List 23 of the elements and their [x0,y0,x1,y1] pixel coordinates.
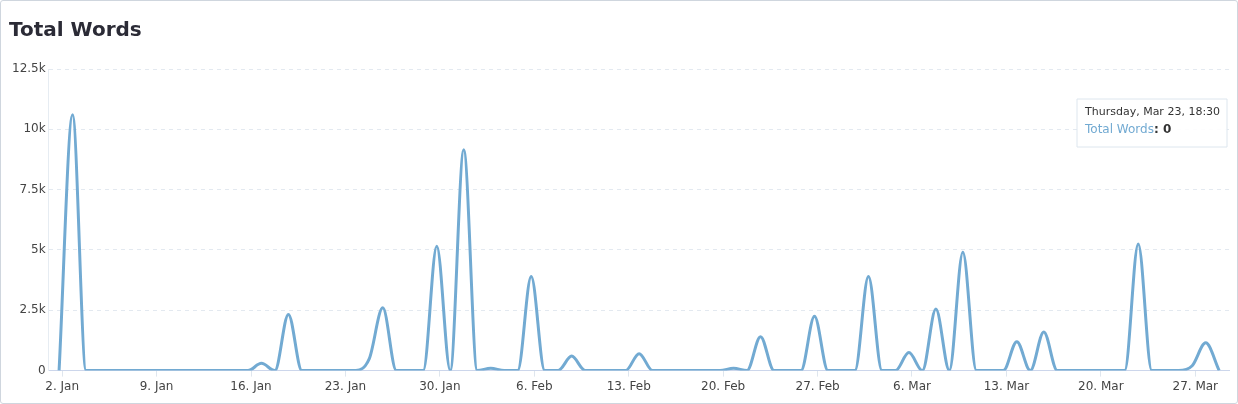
x-tick-label: 9. Jan [139,378,174,393]
y-tick-label: 5k [31,242,46,257]
x-tick-label: 16. Jan [230,378,272,393]
y-tick-label: 0 [38,362,46,377]
x-tick-label: 27. Feb [795,378,840,393]
x-tick-label: 20. Feb [701,378,746,393]
chart-title: Total Words [9,17,142,42]
x-tick-label: 20. Mar [1078,378,1124,393]
y-tick-label: 2.5k [19,302,46,317]
text: Total Words [1084,122,1154,137]
x-tick-label: 13. Mar [983,378,1030,393]
y-tick-label: 7.5k [19,181,46,196]
y-tick-label: 10k [23,121,46,136]
x-tick-label: 6. Mar [893,378,932,393]
text: : 0 [1153,122,1172,137]
x-tick-label: 30. Jan [419,378,461,393]
x-tick-label: 13. Feb [606,378,651,393]
y-tick-label: 12.5k [12,61,46,76]
x-tick-label: 23. Jan [324,378,367,393]
x-tick-label: 27. Mar [1172,378,1219,393]
annotation: Thursday, Mar 23, 18:30 [1084,105,1221,119]
x-tick-label: 6. Feb [516,378,553,393]
x-tick-label: 2. Jan [45,378,80,393]
